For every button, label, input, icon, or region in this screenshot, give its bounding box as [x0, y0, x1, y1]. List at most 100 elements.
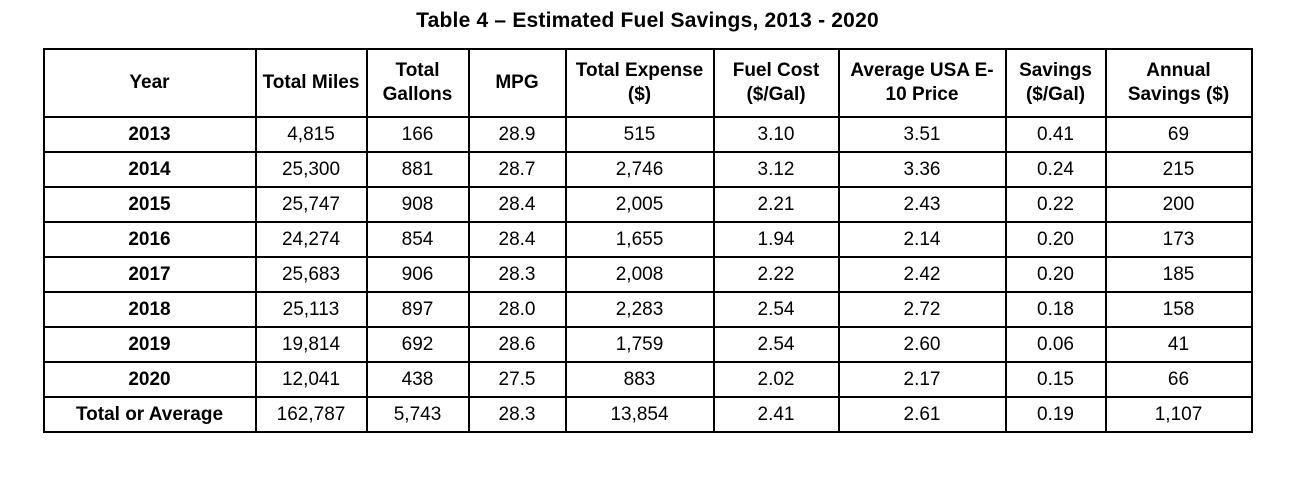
table-row: 2017 25,683 906 28.3 2,008 2.22 2.42 0.20 185: [42, 256, 1253, 293]
data-cell: 2,283: [564, 291, 715, 328]
data-cell: 854: [365, 221, 470, 258]
column-header-average-usa-e-10-price: Average USA E-10 Price: [837, 48, 1007, 118]
data-cell: 0.41: [1004, 116, 1107, 153]
data-cell: 19,814: [254, 326, 368, 363]
table-caption: Table 4 – Estimated Fuel Savings, 2013 -…: [416, 9, 879, 32]
data-cell: 0.19: [1004, 396, 1107, 433]
table-row: 2019 19,814 692 28.6 1,759 2.54 2.60 0.06 41: [42, 326, 1253, 363]
data-cell: 28.7: [467, 151, 567, 188]
data-cell: 0.20: [1004, 221, 1107, 258]
data-cell: 200: [1104, 186, 1253, 223]
data-cell: 2.72: [837, 291, 1007, 328]
data-cell: 515: [564, 116, 715, 153]
data-cell: 27.5: [467, 361, 567, 398]
table-body: 2013 4,815 166 28.9 515 3.10 3.51 0.41 69 2014 25,…: [42, 116, 1253, 433]
data-cell: 2.54: [712, 326, 840, 363]
data-cell: 692: [365, 326, 470, 363]
data-cell: 25,113: [254, 291, 368, 328]
data-cell: 28.0: [467, 291, 567, 328]
data-cell: 12,041: [254, 361, 368, 398]
data-cell: 28.4: [467, 221, 567, 258]
data-cell: 2.54: [712, 291, 840, 328]
data-cell: 0.24: [1004, 151, 1107, 188]
row-label-cell: 2014: [42, 151, 257, 188]
data-cell: 883: [564, 361, 715, 398]
column-header-mpg: MPG: [467, 48, 567, 118]
data-cell: 2.17: [837, 361, 1007, 398]
data-cell: 24,274: [254, 221, 368, 258]
data-cell: 28.4: [467, 186, 567, 223]
data-cell: 0.22: [1004, 186, 1107, 223]
header-row: Year Total Miles Total Gallons MPG Total Exp…: [42, 48, 1253, 118]
data-cell: 2,746: [564, 151, 715, 188]
data-cell: 881: [365, 151, 470, 188]
data-cell: 3.51: [837, 116, 1007, 153]
data-cell: 0.06: [1004, 326, 1107, 363]
table-row: 2013 4,815 166 28.9 515 3.10 3.51 0.41 69: [42, 116, 1253, 153]
row-label-cell: Total or Average: [42, 396, 257, 433]
data-cell: 2.60: [837, 326, 1007, 363]
row-label-cell: 2013: [42, 116, 257, 153]
data-cell: 5,743: [365, 396, 470, 433]
data-cell: 69: [1104, 116, 1253, 153]
row-label-cell: 2015: [42, 186, 257, 223]
column-header-total-miles: Total Miles: [254, 48, 368, 118]
data-cell: 897: [365, 291, 470, 328]
row-label-cell: 2017: [42, 256, 257, 293]
column-header-total-gallons: Total Gallons: [365, 48, 470, 118]
data-cell: 173: [1104, 221, 1253, 258]
column-header-fuel-cost-gal: Fuel Cost ($/Gal): [712, 48, 840, 118]
data-cell: 1,759: [564, 326, 715, 363]
data-cell: 2.42: [837, 256, 1007, 293]
total-row: Total or Average 162,787 5,743 28.3 13,854 2.…: [42, 396, 1253, 433]
data-cell: 25,747: [254, 186, 368, 223]
row-label-cell: 2019: [42, 326, 257, 363]
data-cell: 908: [365, 186, 470, 223]
data-cell: 25,683: [254, 256, 368, 293]
data-cell: 2,005: [564, 186, 715, 223]
data-cell: 4,815: [254, 116, 368, 153]
data-cell: 2.22: [712, 256, 840, 293]
table-row: 2018 25,113 897 28.0 2,283 2.54 2.72 0.18 158: [42, 291, 1253, 328]
column-header-annual-savings: Annual Savings ($): [1104, 48, 1253, 118]
data-cell: 1.94: [712, 221, 840, 258]
data-cell: 66: [1104, 361, 1253, 398]
data-cell: 438: [365, 361, 470, 398]
data-cell: 2.43: [837, 186, 1007, 223]
data-cell: 2,008: [564, 256, 715, 293]
data-cell: 158: [1104, 291, 1253, 328]
data-cell: 215: [1104, 151, 1253, 188]
data-cell: 28.6: [467, 326, 567, 363]
data-cell: 1,107: [1104, 396, 1253, 433]
data-cell: 3.36: [837, 151, 1007, 188]
table-row: 2014 25,300 881 28.7 2,746 3.12 3.36 0.24 215: [42, 151, 1253, 188]
data-cell: 2.02: [712, 361, 840, 398]
fuel-savings-table: Year Total Miles Total Gallons MPG Total Exp…: [42, 48, 1253, 433]
data-cell: 166: [365, 116, 470, 153]
data-cell: 28.9: [467, 116, 567, 153]
row-label-cell: 2020: [42, 361, 257, 398]
data-cell: 3.10: [712, 116, 840, 153]
data-cell: 0.20: [1004, 256, 1107, 293]
data-cell: 28.3: [467, 396, 567, 433]
table-row: 2016 24,274 854 28.4 1,655 1.94 2.14 0.20 173: [42, 221, 1253, 258]
data-cell: 0.15: [1004, 361, 1107, 398]
row-label-cell: 2016: [42, 221, 257, 258]
data-cell: 2.61: [837, 396, 1007, 433]
column-header-savings-gal: Savings ($/Gal): [1004, 48, 1107, 118]
data-cell: 185: [1104, 256, 1253, 293]
table-row: 2015 25,747 908 28.4 2,005 2.21 2.43 0.22 200: [42, 186, 1253, 223]
data-cell: 1,655: [564, 221, 715, 258]
data-cell: 2.21: [712, 186, 840, 223]
row-label-cell: 2018: [42, 291, 257, 328]
data-cell: 41: [1104, 326, 1253, 363]
data-cell: 25,300: [254, 151, 368, 188]
data-cell: 2.41: [712, 396, 840, 433]
data-cell: 906: [365, 256, 470, 293]
column-header-total-expense: Total Expense ($): [564, 48, 715, 118]
data-cell: 28.3: [467, 256, 567, 293]
data-cell: 3.12: [712, 151, 840, 188]
table-row: 2020 12,041 438 27.5 883 2.02 2.17 0.15 66: [42, 361, 1253, 398]
data-cell: 2.14: [837, 221, 1007, 258]
